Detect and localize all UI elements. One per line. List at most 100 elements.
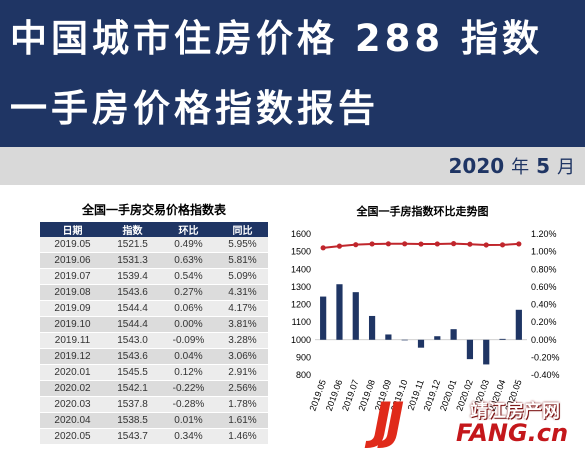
- watermark-site-cn: 靖江房产网: [470, 401, 560, 422]
- cell-mom: -0.22%: [160, 380, 217, 397]
- col-header-index: 指数: [105, 222, 160, 237]
- cell-yoy: 1.61%: [216, 412, 268, 429]
- cell-mom: 0.34%: [160, 428, 217, 445]
- mom-bar: [466, 339, 474, 360]
- index-point: [483, 242, 489, 248]
- cell-date: 2020.03: [40, 396, 105, 413]
- cell-date: 2020.01: [40, 364, 105, 381]
- cell-mom: -0.09%: [160, 332, 217, 349]
- index-point: [418, 241, 424, 247]
- cell-date: 2019.08: [40, 284, 105, 301]
- cell-index: 1537.8: [105, 396, 160, 413]
- right-axis-tick-label: -0.20%: [531, 352, 560, 362]
- mom-bar: [368, 315, 376, 340]
- cell-date: 2019.12: [40, 348, 105, 365]
- cell-index: 1539.4: [105, 268, 160, 285]
- period-year: 2020: [448, 154, 505, 178]
- cell-index: 1543.0: [105, 332, 160, 349]
- mom-bar: [499, 338, 506, 340]
- index-point: [516, 241, 522, 247]
- left-axis-tick-label: 1000: [291, 335, 311, 345]
- cell-yoy: 5.09%: [216, 268, 268, 285]
- index-point: [336, 243, 343, 249]
- mom-bar: [483, 339, 490, 365]
- mom-bar: [336, 284, 343, 340]
- table-body: 2019.05 1521.5 0.49% 5.95% 2019.06 1531.3 0.63…: [40, 237, 268, 445]
- cell-yoy: 3.81%: [216, 316, 268, 333]
- left-axis-tick-label: 1100: [292, 317, 311, 327]
- report-title-line2: 一手房价格指数报告: [10, 87, 379, 130]
- cell-yoy: 1.46%: [216, 428, 268, 445]
- left-axis-tick-label: 1500: [291, 247, 311, 257]
- left-axis-tick-label: 1300: [291, 282, 311, 292]
- table-row: 2020.04 1538.5 0.01% 1.61%: [40, 412, 268, 429]
- left-axis-tick-label: 900: [296, 352, 311, 362]
- index-point: [434, 241, 440, 247]
- cell-mom: -0.28%: [160, 396, 217, 413]
- report-header: 中国城市住房价格 288 指数 一手房价格指数报告: [0, 0, 585, 147]
- index-point: [385, 241, 391, 247]
- index-point: [451, 241, 457, 247]
- cell-yoy: 2.56%: [216, 380, 268, 397]
- table-row: 2019.08 1543.6 0.27% 4.31%: [40, 284, 268, 301]
- cell-date: 2020.05: [40, 428, 105, 445]
- cell-yoy: 4.17%: [216, 300, 268, 317]
- cell-mom: 0.00%: [160, 316, 217, 333]
- col-header-yoy: 同比: [216, 222, 268, 237]
- cell-yoy: 1.78%: [216, 396, 268, 413]
- right-axis-tick-label: -0.40%: [531, 370, 560, 380]
- table-row: 2020.02 1542.1 -0.22% 2.56%: [40, 380, 268, 397]
- cell-mom: 0.27%: [160, 284, 217, 301]
- right-axis-tick-label: 0.40%: [531, 300, 557, 310]
- cell-mom: 0.12%: [160, 364, 217, 381]
- report-title-line1: 中国城市住房价格 288 指数: [10, 17, 543, 60]
- table-row: 2019.06 1531.3 0.63% 5.81%: [40, 252, 268, 269]
- cell-mom: 0.49%: [160, 237, 217, 253]
- col-header-mom: 环比: [160, 222, 217, 237]
- left-axis-tick-label: 1400: [291, 264, 311, 274]
- right-axis-tick-label: 0.60%: [531, 282, 557, 292]
- cell-yoy: 3.06%: [216, 348, 268, 365]
- cell-mom: 0.01%: [160, 412, 217, 429]
- period-year-unit: 年: [511, 157, 530, 178]
- cell-mom: 0.63%: [160, 252, 217, 269]
- right-axis-tick-label: 0.20%: [531, 317, 557, 327]
- cell-index: 1542.1: [105, 380, 160, 397]
- table-row: 2019.11 1543.0 -0.09% 3.28%: [40, 332, 268, 349]
- right-axis-tick-label: 1.00%: [531, 247, 557, 257]
- mom-bar: [450, 329, 457, 340]
- cell-date: 2019.07: [40, 268, 105, 285]
- right-axis-tick-label: 0.80%: [531, 264, 557, 274]
- table-row: 2020.01 1545.5 0.12% 2.91%: [40, 364, 268, 381]
- cell-mom: 0.04%: [160, 348, 217, 365]
- period-band: 2020 年 5 月: [0, 147, 585, 185]
- index-table: 日期 指数 环比 同比 2019.05 1521.5 0.49% 5.95% 2019.…: [40, 222, 268, 445]
- mom-bar: [434, 336, 441, 340]
- watermark-logo: JJ: [373, 392, 404, 450]
- mom-bar: [352, 292, 359, 340]
- cell-date: 2019.05: [40, 237, 105, 253]
- table-row: 2020.03 1537.8 -0.28% 1.78%: [40, 396, 268, 413]
- index-point: [320, 245, 326, 251]
- mom-bar: [417, 339, 425, 348]
- right-axis-tick-label: 1.20%: [531, 229, 557, 239]
- cell-index: 1538.5: [105, 412, 160, 429]
- index-point: [353, 242, 359, 248]
- table-row: 2019.09 1544.4 0.06% 4.17%: [40, 300, 268, 317]
- cell-yoy: 5.81%: [216, 252, 268, 269]
- index-point: [499, 242, 506, 248]
- cell-yoy: 3.28%: [216, 332, 268, 349]
- cell-index: 1544.4: [105, 316, 160, 333]
- table-row: 2019.12 1543.6 0.04% 3.06%: [40, 348, 268, 365]
- cell-index: 1545.5: [105, 364, 160, 381]
- left-axis-tick-label: 1200: [291, 300, 311, 310]
- cell-index: 1543.7: [105, 428, 160, 445]
- table-title: 全国一手房交易价格指数表: [81, 203, 226, 217]
- chart-title: 全国一手房指数环比走势图: [356, 205, 489, 218]
- table-row: 2020.05 1543.7 0.34% 1.46%: [40, 428, 268, 445]
- report-period: 2020 年 5 月: [449, 153, 576, 179]
- table-row: 2019.10 1544.4 0.00% 3.81%: [40, 316, 268, 333]
- left-axis-tick-label: 1600: [291, 229, 311, 239]
- cell-date: 2019.11: [40, 332, 105, 349]
- cell-index: 1531.3: [105, 252, 160, 269]
